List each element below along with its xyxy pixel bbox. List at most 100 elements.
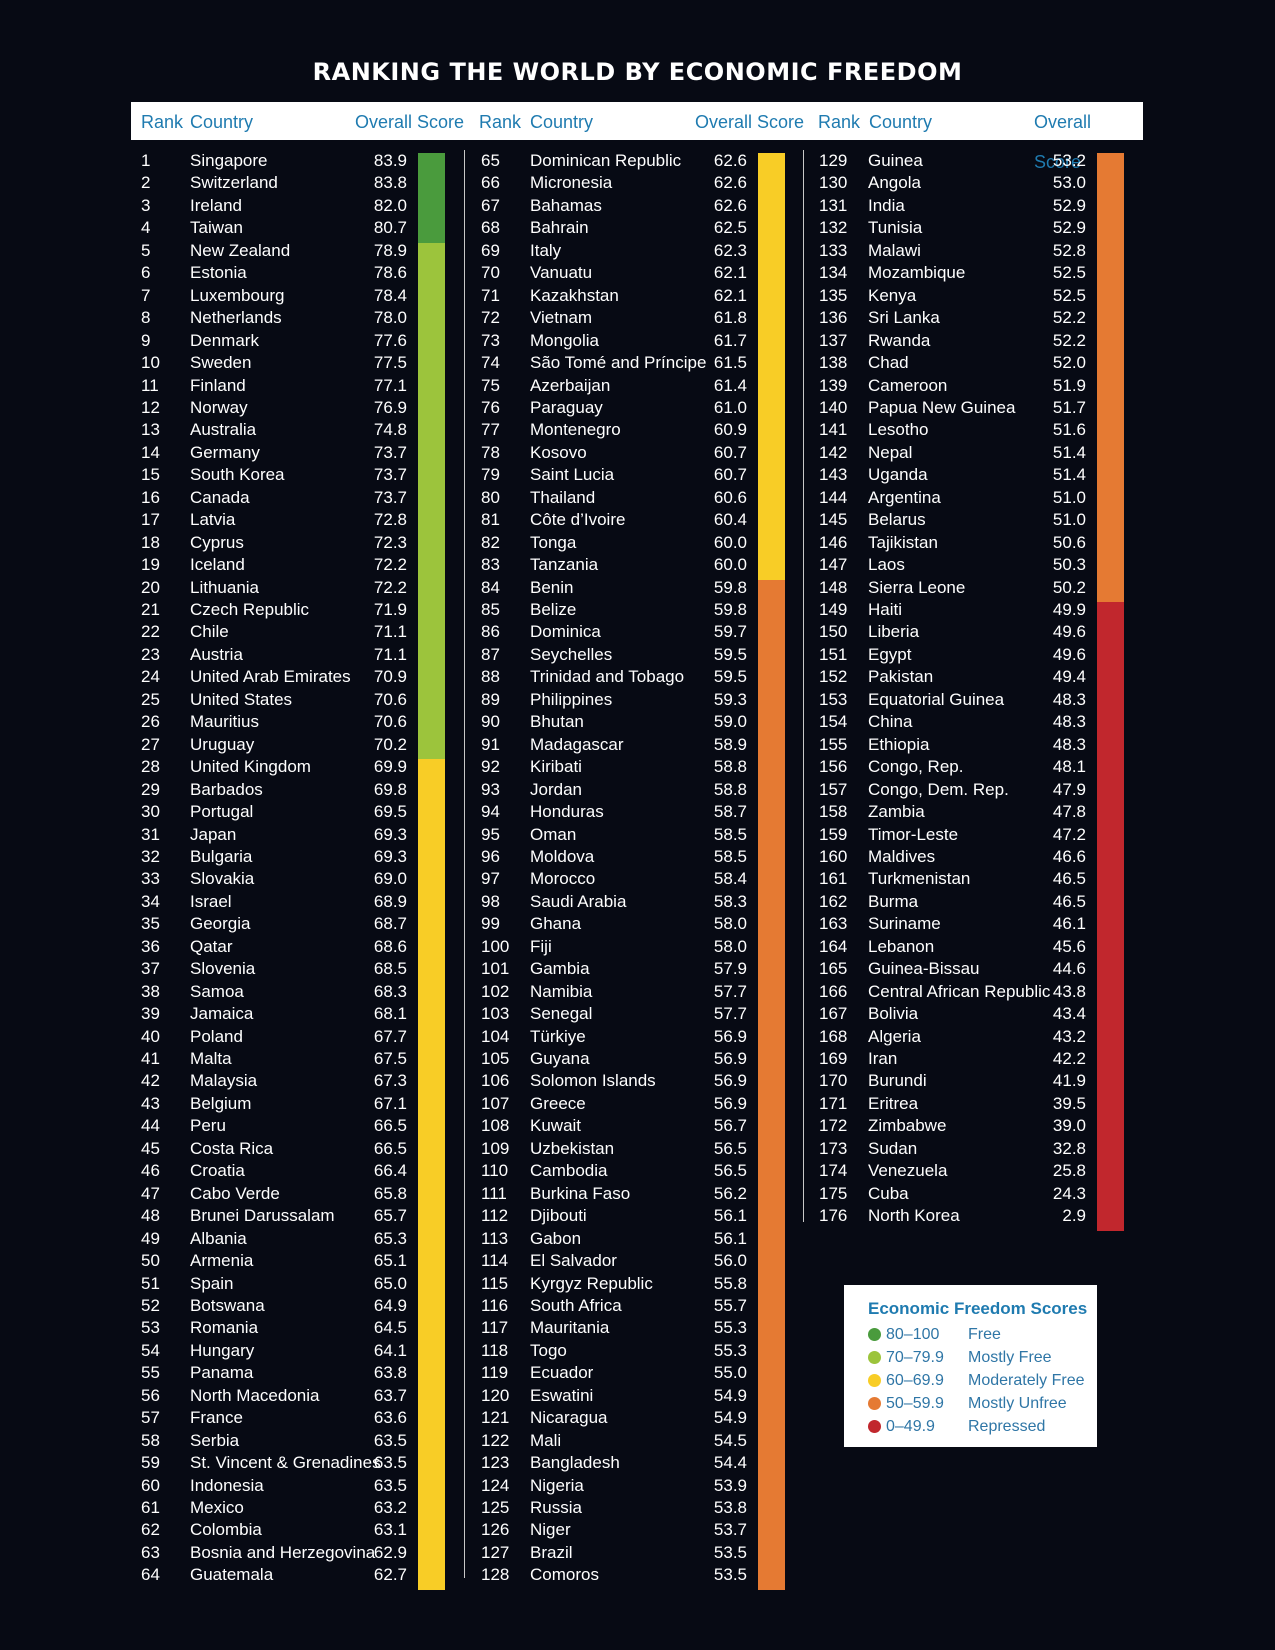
score-cell: 67.1 bbox=[373, 1093, 407, 1113]
score-cell: 48.1 bbox=[1052, 757, 1086, 777]
country-cell: Colombia bbox=[190, 1520, 262, 1540]
table-row: 101 Gambia 57.9 bbox=[481, 958, 781, 980]
rank-cell: 56 bbox=[141, 1385, 160, 1405]
score-cell: 59.5 bbox=[713, 644, 747, 664]
score-cell: 62.3 bbox=[713, 240, 747, 260]
table-row: 83 Tanzania 60.0 bbox=[481, 554, 781, 576]
score-cell: 63.1 bbox=[373, 1520, 407, 1540]
table-row: 43 Belgium 67.1 bbox=[141, 1093, 441, 1115]
score-cell: 46.6 bbox=[1052, 846, 1086, 866]
score-cell: 70.2 bbox=[373, 734, 407, 754]
table-row: 116 South Africa 55.7 bbox=[481, 1295, 781, 1317]
table-row: 107 Greece 56.9 bbox=[481, 1093, 781, 1115]
score-cell: 71.1 bbox=[373, 622, 407, 642]
rank-cell: 133 bbox=[819, 240, 848, 260]
country-cell: Central African Republic bbox=[868, 981, 1051, 1001]
rank-cell: 101 bbox=[481, 959, 510, 979]
rank-cell: 156 bbox=[819, 757, 848, 777]
score-cell: 68.9 bbox=[373, 891, 407, 911]
country-cell: Sudan bbox=[868, 1138, 918, 1158]
score-cell: 53.5 bbox=[713, 1542, 747, 1562]
table-row: 49 Albania 65.3 bbox=[141, 1228, 441, 1250]
rank-cell: 47 bbox=[141, 1183, 160, 1203]
dot-icon bbox=[868, 1420, 881, 1433]
country-cell: Mali bbox=[530, 1430, 562, 1450]
score-cell: 52.5 bbox=[1052, 263, 1086, 283]
rank-cell: 169 bbox=[819, 1049, 848, 1068]
rank-cell: 170 bbox=[819, 1071, 848, 1091]
rank-cell: 38 bbox=[141, 981, 160, 1001]
country-cell: Cabo Verde bbox=[190, 1183, 280, 1203]
rank-cell: 39 bbox=[141, 1004, 160, 1024]
table-row: 3 Ireland 82.0 bbox=[141, 195, 441, 217]
score-cell: 77.1 bbox=[373, 375, 407, 395]
score-cell: 65.7 bbox=[373, 1206, 407, 1226]
country-cell: Azerbaijan bbox=[530, 375, 611, 395]
country-cell: Uganda bbox=[868, 465, 928, 485]
country-cell: Vietnam bbox=[530, 308, 593, 328]
legend-label: Mostly Unfree bbox=[968, 1395, 1067, 1412]
country-cell: Germany bbox=[190, 442, 260, 462]
table-row: 129 Guinea 53.2 bbox=[819, 150, 1119, 172]
rank-cell: 125 bbox=[481, 1498, 510, 1517]
country-cell: North Macedonia bbox=[190, 1385, 320, 1405]
score-cell: 80.7 bbox=[373, 218, 407, 238]
score-cell: 2.9 bbox=[1062, 1206, 1086, 1226]
country-cell: Madagascar bbox=[530, 734, 624, 754]
table-row: 149 Haiti 49.9 bbox=[819, 599, 1119, 621]
score-cell: 58.7 bbox=[713, 802, 747, 822]
score-cell: 60.7 bbox=[713, 442, 747, 462]
rank-cell: 2 bbox=[141, 173, 151, 193]
country-cell: Egypt bbox=[868, 644, 912, 664]
table-row: 75 Azerbaijan 61.4 bbox=[481, 375, 781, 397]
rank-cell: 5 bbox=[141, 240, 151, 260]
table-row: 84 Benin 59.8 bbox=[481, 577, 781, 599]
country-cell: Czech Republic bbox=[190, 600, 310, 619]
score-cell: 32.8 bbox=[1052, 1138, 1086, 1158]
rank-cell: 14 bbox=[141, 442, 160, 462]
rank-cell: 174 bbox=[819, 1161, 848, 1181]
rank-cell: 144 bbox=[819, 487, 848, 507]
table-row: 96 Moldova 58.5 bbox=[481, 846, 781, 868]
score-cell: 62.9 bbox=[373, 1542, 407, 1562]
score-cell: 50.6 bbox=[1052, 532, 1086, 552]
country-cell: Armenia bbox=[190, 1251, 254, 1271]
score-cell: 65.1 bbox=[373, 1251, 407, 1271]
country-cell: Australia bbox=[190, 420, 257, 440]
header-country: Country bbox=[530, 112, 594, 132]
table-row: 170 Burundi 41.9 bbox=[819, 1070, 1119, 1092]
score-cell: 57.9 bbox=[713, 959, 747, 979]
country-cell: Poland bbox=[190, 1026, 243, 1046]
country-cell: Lithuania bbox=[190, 577, 260, 597]
score-cell: 77.6 bbox=[373, 330, 407, 350]
country-cell: Chad bbox=[868, 353, 909, 373]
table-row: 103 Senegal 57.7 bbox=[481, 1003, 781, 1025]
score-cell: 42.2 bbox=[1052, 1049, 1086, 1068]
score-cell: 52.0 bbox=[1052, 353, 1086, 373]
score-cell: 69.3 bbox=[373, 824, 407, 844]
rank-cell: 106 bbox=[481, 1071, 510, 1091]
rank-cell: 7 bbox=[141, 285, 151, 305]
rank-cell: 69 bbox=[481, 240, 500, 260]
country-cell: Seychelles bbox=[530, 644, 613, 664]
legend-item: 70–79.9 Mostly Free bbox=[868, 1346, 1097, 1369]
rank-cell: 115 bbox=[481, 1273, 509, 1293]
score-cell: 58.4 bbox=[713, 869, 747, 889]
country-cell: Taiwan bbox=[190, 218, 243, 238]
table-row: 122 Mali 54.5 bbox=[481, 1430, 781, 1452]
rank-cell: 61 bbox=[141, 1498, 160, 1517]
score-cell: 56.5 bbox=[713, 1161, 747, 1181]
rank-cell: 160 bbox=[819, 846, 848, 866]
country-cell: Estonia bbox=[190, 263, 247, 283]
score-cell: 70.6 bbox=[373, 689, 407, 709]
table-row: 11 Finland 77.1 bbox=[141, 375, 441, 397]
rank-cell: 82 bbox=[481, 532, 500, 552]
table-row: 68 Bahrain 62.5 bbox=[481, 217, 781, 239]
country-cell: Barbados bbox=[190, 779, 263, 799]
score-category-bar bbox=[758, 579, 785, 1590]
score-cell: 68.3 bbox=[373, 981, 407, 1001]
rank-cell: 96 bbox=[481, 846, 500, 866]
score-cell: 44.6 bbox=[1052, 959, 1086, 979]
country-cell: Dominica bbox=[530, 622, 601, 642]
country-cell: Mozambique bbox=[868, 263, 966, 283]
